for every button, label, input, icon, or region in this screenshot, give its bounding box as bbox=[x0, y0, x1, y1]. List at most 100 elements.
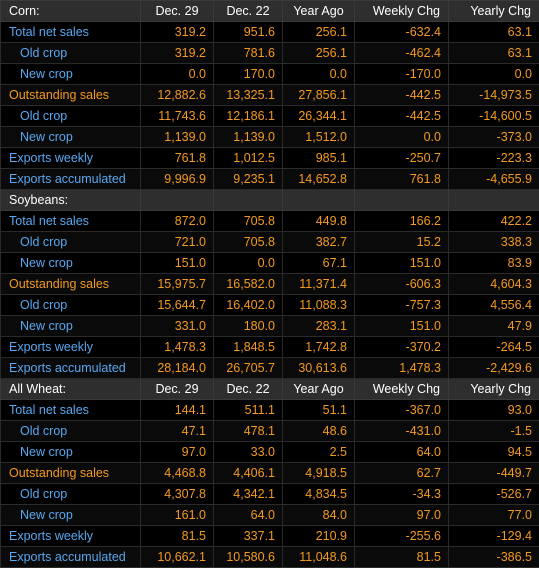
value-cell: 1,478.3 bbox=[355, 358, 449, 379]
value-cell: 4,834.5 bbox=[283, 484, 355, 505]
value-cell: 338.3 bbox=[449, 232, 539, 253]
row-label: New crop bbox=[1, 442, 141, 463]
section-title: All Wheat: bbox=[1, 379, 141, 400]
row-label: Outstanding sales bbox=[1, 463, 141, 484]
row-label: Old crop bbox=[1, 421, 141, 442]
value-cell: -386.5 bbox=[449, 547, 539, 568]
value-cell: 15,644.7 bbox=[141, 295, 214, 316]
value-cell: -2,429.6 bbox=[449, 358, 539, 379]
value-cell: 0.0 bbox=[449, 64, 539, 85]
column-header: Year Ago bbox=[283, 1, 355, 22]
value-cell: 422.2 bbox=[449, 211, 539, 232]
value-cell: 62.7 bbox=[355, 463, 449, 484]
value-cell: 337.1 bbox=[214, 526, 283, 547]
column-header: Year Ago bbox=[283, 379, 355, 400]
value-cell: -442.5 bbox=[355, 85, 449, 106]
value-cell: 144.1 bbox=[141, 400, 214, 421]
value-cell: 382.7 bbox=[283, 232, 355, 253]
column-header: Yearly Chg bbox=[449, 1, 539, 22]
row-label: New crop bbox=[1, 316, 141, 337]
value-cell: 0.0 bbox=[355, 127, 449, 148]
value-cell: 331.0 bbox=[141, 316, 214, 337]
row-label: New crop bbox=[1, 505, 141, 526]
value-cell: 81.5 bbox=[355, 547, 449, 568]
row-label: Old crop bbox=[1, 43, 141, 64]
column-header: Dec. 29 bbox=[141, 1, 214, 22]
row-label: Exports weekly bbox=[1, 526, 141, 547]
column-header: Weekly Chg bbox=[355, 379, 449, 400]
value-cell: 721.0 bbox=[141, 232, 214, 253]
value-cell: 48.6 bbox=[283, 421, 355, 442]
value-cell: 4,468.8 bbox=[141, 463, 214, 484]
value-cell: 781.6 bbox=[214, 43, 283, 64]
column-header bbox=[214, 190, 283, 211]
row-label: Old crop bbox=[1, 295, 141, 316]
value-cell: 26,344.1 bbox=[283, 106, 355, 127]
row-label: Exports accumulated bbox=[1, 547, 141, 568]
value-cell: 2.5 bbox=[283, 442, 355, 463]
value-cell: 93.0 bbox=[449, 400, 539, 421]
value-cell: -373.0 bbox=[449, 127, 539, 148]
row-label: Old crop bbox=[1, 232, 141, 253]
value-cell: -442.5 bbox=[355, 106, 449, 127]
value-cell: 4,556.4 bbox=[449, 295, 539, 316]
value-cell: 1,478.3 bbox=[141, 337, 214, 358]
value-cell: 11,743.6 bbox=[141, 106, 214, 127]
value-cell: 449.8 bbox=[283, 211, 355, 232]
value-cell: 180.0 bbox=[214, 316, 283, 337]
value-cell: 47.9 bbox=[449, 316, 539, 337]
value-cell: -431.0 bbox=[355, 421, 449, 442]
value-cell: -223.3 bbox=[449, 148, 539, 169]
value-cell: 97.0 bbox=[355, 505, 449, 526]
value-cell: 11,371.4 bbox=[283, 274, 355, 295]
value-cell: 4,406.1 bbox=[214, 463, 283, 484]
value-cell: 28,184.0 bbox=[141, 358, 214, 379]
value-cell: 16,582.0 bbox=[214, 274, 283, 295]
value-cell: -367.0 bbox=[355, 400, 449, 421]
column-header: Dec. 22 bbox=[214, 1, 283, 22]
value-cell: 11,088.3 bbox=[283, 295, 355, 316]
value-cell: 15,975.7 bbox=[141, 274, 214, 295]
row-label: Exports accumulated bbox=[1, 169, 141, 190]
column-header: Yearly Chg bbox=[449, 379, 539, 400]
row-label: Outstanding sales bbox=[1, 85, 141, 106]
value-cell: 4,307.8 bbox=[141, 484, 214, 505]
value-cell: 210.9 bbox=[283, 526, 355, 547]
value-cell: 12,186.1 bbox=[214, 106, 283, 127]
section-header-row: Soybeans: bbox=[1, 190, 539, 211]
value-cell: 151.0 bbox=[141, 253, 214, 274]
value-cell: 951.6 bbox=[214, 22, 283, 43]
column-header: Dec. 22 bbox=[214, 379, 283, 400]
value-cell: -264.5 bbox=[449, 337, 539, 358]
value-cell: 1,139.0 bbox=[214, 127, 283, 148]
value-cell: 705.8 bbox=[214, 232, 283, 253]
value-cell: -370.2 bbox=[355, 337, 449, 358]
value-cell: -14,600.5 bbox=[449, 106, 539, 127]
value-cell: 319.2 bbox=[141, 22, 214, 43]
value-cell: 1,742.8 bbox=[283, 337, 355, 358]
value-cell: 761.8 bbox=[141, 148, 214, 169]
row-label: Total net sales bbox=[1, 400, 141, 421]
value-cell: -1.5 bbox=[449, 421, 539, 442]
value-cell: 319.2 bbox=[141, 43, 214, 64]
value-cell: 12,882.6 bbox=[141, 85, 214, 106]
value-cell: 478.1 bbox=[214, 421, 283, 442]
